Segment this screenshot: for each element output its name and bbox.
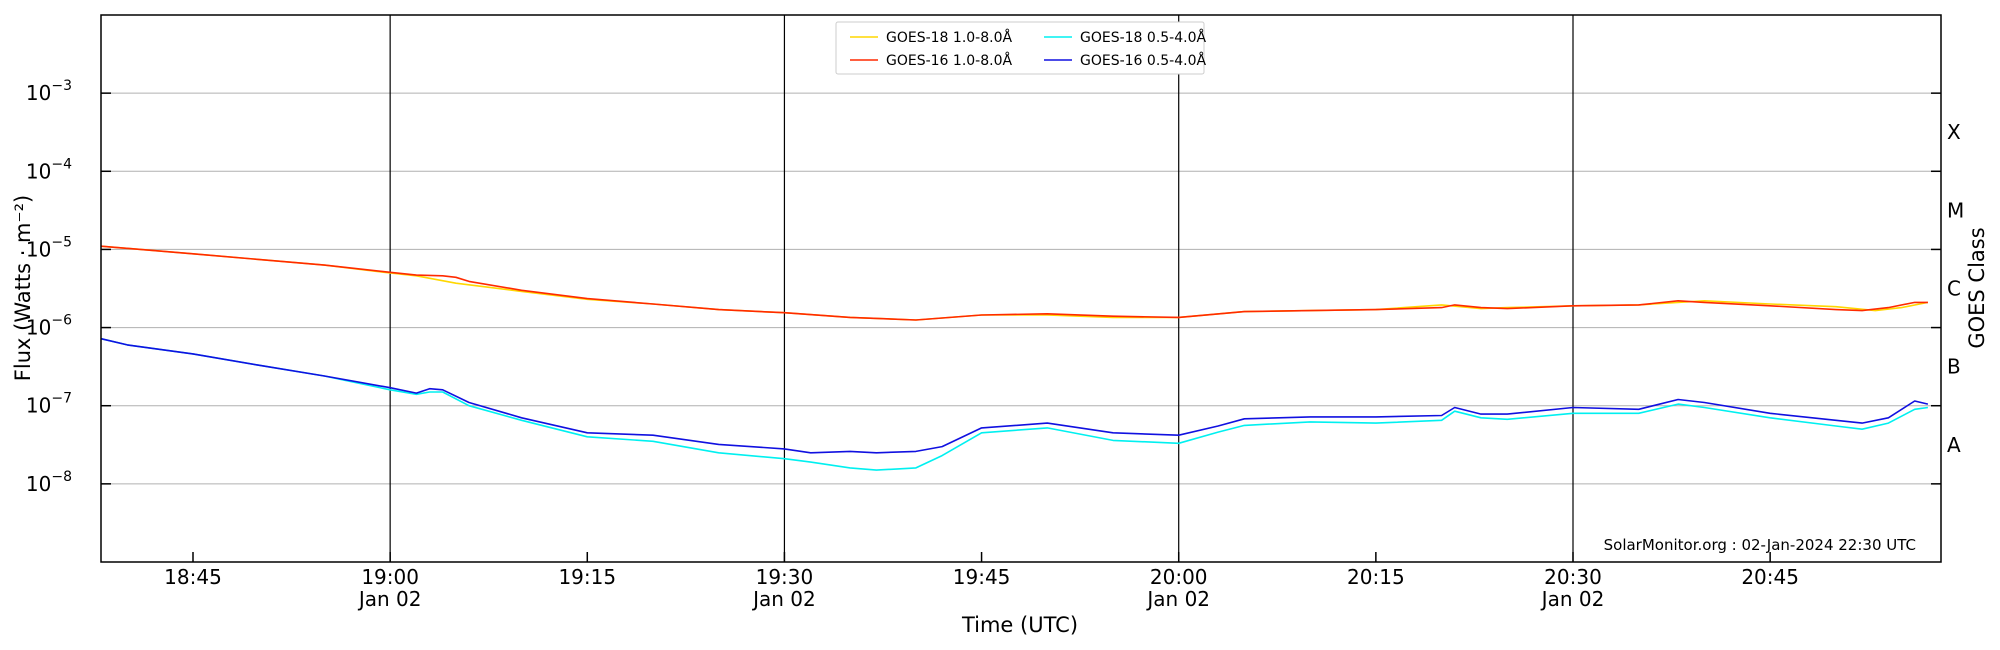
series-line-0: [100, 245, 1929, 321]
x-axis-title: Time (UTC): [961, 613, 1078, 637]
y-tick-label: 10−8: [26, 469, 72, 496]
series-line-1: [100, 245, 1928, 321]
y-axis-title: Flux (Watts · m⁻²): [11, 195, 35, 381]
y-tick-base: 10: [26, 394, 51, 418]
goes-class-m: M: [1947, 198, 1964, 222]
goes-class-c: C: [1947, 277, 1961, 301]
y-tick-base: 10: [26, 316, 51, 340]
y-axis-ticks: 10−310−410−510−610−710−8: [26, 78, 1941, 496]
x-tick-date-label: Jan 02: [1145, 587, 1210, 611]
series-line-2: [100, 337, 1929, 471]
y-tick-exponent: −5: [51, 234, 72, 250]
goes-class-a: A: [1947, 433, 1961, 457]
series-line-3: [100, 337, 1929, 454]
day-boundary-lines: [389, 15, 1574, 562]
legend-box: [835, 21, 1205, 75]
goes-class-labels: X M C B A: [1947, 120, 1964, 457]
y-tick-base: 10: [26, 237, 51, 261]
y-tick-exponent: −6: [51, 313, 72, 329]
y-tick-exponent: −8: [51, 469, 72, 485]
y-tick-base: 10: [26, 472, 51, 496]
horizontal-gridlines: [101, 92, 1941, 485]
legend-label: GOES-18 0.5-4.0Å: [1080, 29, 1206, 46]
x-tick-label: 20:30: [1544, 565, 1602, 589]
x-tick-date-label: Jan 02: [357, 587, 422, 611]
credit-text: SolarMonitor.org : 02-Jan-2024 22:30 UTC: [1604, 536, 1916, 554]
legend: GOES-18 1.0-8.0Å GOES-16 1.0-8.0Å GOES-18 …: [835, 21, 1206, 75]
flux-series: [100, 245, 1929, 471]
y-tick-label: 10−7: [26, 391, 72, 418]
goes-class-b: B: [1947, 355, 1961, 379]
legend-label: GOES-16 1.0-8.0Å: [886, 52, 1012, 69]
x-tick-label: 19:30: [756, 565, 814, 589]
legend-label: GOES-18 1.0-8.0Å: [886, 29, 1012, 46]
y-tick-base: 10: [26, 81, 51, 105]
y-tick-exponent: −4: [51, 156, 72, 172]
plot-frame: [100, 14, 1942, 563]
x-tick-label: 18:45: [164, 565, 222, 589]
y2-axis-title: GOES Class: [1965, 227, 1989, 348]
x-tick-label: 19:45: [953, 565, 1011, 589]
y-tick-label: 10−4: [26, 156, 72, 183]
goes-class-x: X: [1947, 120, 1961, 144]
x-tick-label: 19:15: [558, 565, 616, 589]
y-tick-label: 10−3: [26, 78, 72, 105]
legend-label: GOES-16 0.5-4.0Å: [1080, 52, 1206, 69]
y-tick-exponent: −3: [51, 78, 72, 94]
x-tick-label: 20:15: [1347, 565, 1405, 589]
x-tick-date-label: Jan 02: [1540, 587, 1605, 611]
x-tick-label: 20:00: [1150, 565, 1208, 589]
y-tick-exponent: −7: [51, 391, 72, 407]
y-tick-label: 10−6: [26, 313, 72, 340]
y-tick-base: 10: [26, 159, 51, 183]
x-tick-label: 19:00: [361, 565, 419, 589]
y-tick-label: 10−5: [26, 234, 72, 261]
x-tick-date-label: Jan 02: [751, 587, 816, 611]
x-tick-label: 20:45: [1741, 565, 1799, 589]
